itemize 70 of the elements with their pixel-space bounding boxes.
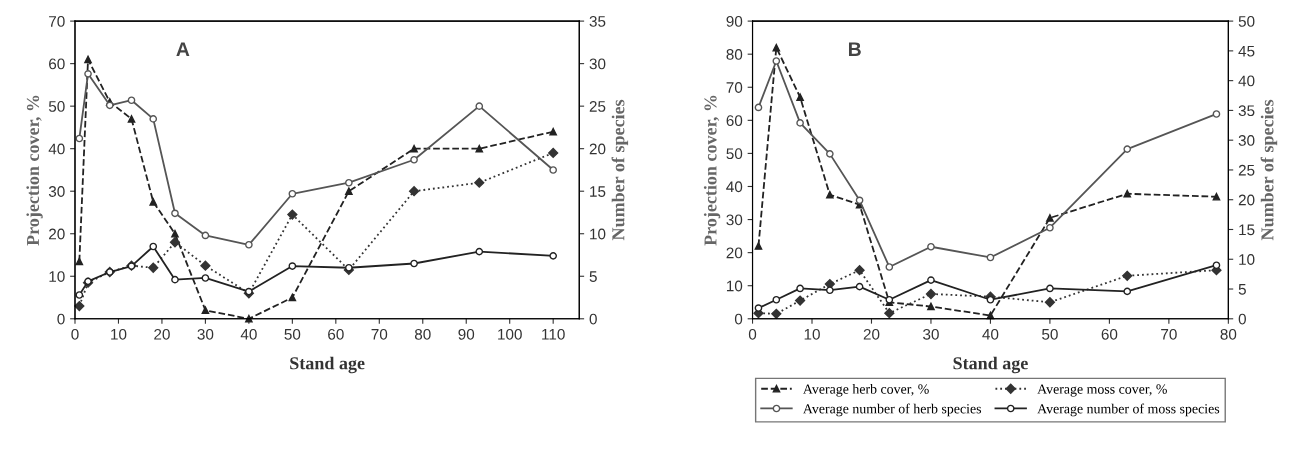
x-tick-label: 40 bbox=[982, 328, 999, 340]
y-tick-label: 40 bbox=[48, 143, 65, 155]
x-tick-label: 0 bbox=[748, 328, 757, 340]
y-axis-title: Projection cover, % bbox=[26, 95, 43, 246]
y2-axis-title: Number of species bbox=[611, 99, 629, 241]
y2-tick-label: 10 bbox=[590, 228, 606, 240]
y-tick-label: 20 bbox=[726, 247, 743, 259]
y2-tick-label: 0 bbox=[1238, 313, 1246, 325]
x-tick-label: 30 bbox=[923, 328, 939, 340]
y-tick-label: 60 bbox=[726, 115, 743, 127]
x-tick-label: 70 bbox=[371, 328, 388, 340]
x-tick-label: 110 bbox=[542, 328, 565, 340]
y-tick-label: 90 bbox=[726, 15, 743, 27]
y2-tick-label: 15 bbox=[590, 186, 606, 197]
x-tick-label: 50 bbox=[284, 328, 301, 340]
y-tick-label: 80 bbox=[726, 49, 743, 60]
x-tick-label: 30 bbox=[197, 328, 214, 340]
y2-tick-label: 35 bbox=[1238, 105, 1255, 117]
x-tick-label: 80 bbox=[1220, 328, 1237, 340]
y2-tick-label: 50 bbox=[1238, 15, 1255, 27]
y-tick-label: 30 bbox=[726, 214, 743, 226]
y2-tick-label: 25 bbox=[589, 101, 606, 112]
y2-tick-label: 10 bbox=[1239, 254, 1255, 265]
y-tick-label: 30 bbox=[48, 186, 65, 197]
y2-tick-label: 0 bbox=[589, 313, 597, 325]
y2-tick-label: 20 bbox=[589, 143, 606, 155]
x-tick-label: 100 bbox=[498, 328, 522, 340]
y-tick-label: 70 bbox=[49, 15, 65, 27]
annotation: B bbox=[848, 42, 861, 56]
legend-label: Average number of herb species bbox=[803, 403, 982, 417]
x-tick-label: 10 bbox=[111, 328, 127, 340]
y2-tick-label: 35 bbox=[589, 15, 606, 27]
x-tick-label: 60 bbox=[328, 328, 344, 340]
x-tick-label: 20 bbox=[863, 328, 880, 340]
y-tick-label: 40 bbox=[726, 181, 743, 193]
y-axis-title: Projection cover, % bbox=[703, 95, 721, 246]
x-tick-label: 60 bbox=[1101, 328, 1118, 340]
y-tick-label: 70 bbox=[726, 82, 743, 93]
y2-axis-title: Number of species bbox=[1260, 99, 1278, 241]
legend-label: Average herb cover, % bbox=[803, 383, 929, 397]
y-tick-label: 50 bbox=[48, 101, 65, 112]
x-tick-label: 20 bbox=[154, 328, 170, 340]
y-tick-label: 20 bbox=[49, 228, 65, 240]
y-tick-label: 10 bbox=[726, 280, 743, 292]
y2-tick-label: 25 bbox=[1238, 164, 1255, 176]
y2-tick-label: 5 bbox=[1238, 284, 1246, 295]
y-tick-label: 0 bbox=[57, 313, 65, 325]
y2-tick-label: 30 bbox=[1238, 135, 1255, 146]
x-tick-label: 70 bbox=[1161, 328, 1177, 340]
annotation: A bbox=[176, 42, 190, 56]
x-tick-label: 80 bbox=[414, 328, 431, 340]
y-tick-label: 0 bbox=[734, 313, 743, 325]
y2-tick-label: 20 bbox=[1238, 194, 1255, 206]
y-tick-label: 10 bbox=[49, 271, 65, 282]
legend-label: Average moss cover, % bbox=[1037, 384, 1167, 397]
y2-tick-label: 15 bbox=[1239, 224, 1255, 236]
y2-tick-label: 5 bbox=[589, 271, 597, 282]
x-tick-label: 40 bbox=[240, 328, 257, 340]
x-tick-label: 10 bbox=[804, 328, 820, 340]
x-tick-label: 90 bbox=[458, 328, 475, 340]
x-tick-label: 0 bbox=[71, 328, 79, 340]
y2-tick-label: 40 bbox=[1238, 75, 1255, 87]
x-axis-title: Stand age bbox=[953, 356, 1028, 374]
legend-label: Average number of moss species bbox=[1037, 403, 1220, 417]
y-tick-label: 60 bbox=[49, 58, 65, 70]
x-axis-title: Stand age bbox=[290, 356, 365, 374]
x-tick-label: 50 bbox=[1042, 328, 1058, 340]
y2-tick-label: 45 bbox=[1238, 45, 1255, 57]
y2-tick-label: 30 bbox=[589, 58, 606, 70]
y-tick-label: 50 bbox=[726, 148, 743, 160]
